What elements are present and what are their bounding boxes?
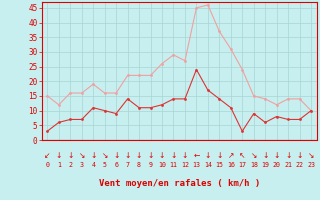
Text: 7: 7 <box>125 162 130 168</box>
Text: ↓: ↓ <box>205 151 211 160</box>
Text: 0: 0 <box>45 162 49 168</box>
Text: 16: 16 <box>227 162 235 168</box>
Text: ↓: ↓ <box>147 151 154 160</box>
Text: ↓: ↓ <box>67 151 74 160</box>
Text: ←: ← <box>193 151 200 160</box>
Text: ↙: ↙ <box>44 151 51 160</box>
Text: 5: 5 <box>103 162 107 168</box>
Text: ↓: ↓ <box>285 151 291 160</box>
Text: 15: 15 <box>215 162 223 168</box>
Text: ↓: ↓ <box>182 151 188 160</box>
Text: 2: 2 <box>68 162 72 168</box>
Text: 22: 22 <box>296 162 304 168</box>
Text: 12: 12 <box>181 162 189 168</box>
Text: ↓: ↓ <box>90 151 96 160</box>
Text: 1: 1 <box>57 162 61 168</box>
Text: 8: 8 <box>137 162 141 168</box>
Text: 17: 17 <box>238 162 246 168</box>
Text: ↓: ↓ <box>262 151 268 160</box>
Text: ↓: ↓ <box>159 151 165 160</box>
Text: ↖: ↖ <box>239 151 245 160</box>
Text: 14: 14 <box>204 162 212 168</box>
Text: ↓: ↓ <box>216 151 222 160</box>
Text: ↓: ↓ <box>56 151 62 160</box>
Text: ↓: ↓ <box>274 151 280 160</box>
Text: ↓: ↓ <box>136 151 142 160</box>
Text: 23: 23 <box>307 162 315 168</box>
Text: 3: 3 <box>80 162 84 168</box>
Text: ↓: ↓ <box>296 151 303 160</box>
Text: 11: 11 <box>170 162 178 168</box>
Text: ↘: ↘ <box>251 151 257 160</box>
Text: 20: 20 <box>273 162 281 168</box>
Text: 19: 19 <box>261 162 269 168</box>
Text: ↘: ↘ <box>101 151 108 160</box>
Text: ↓: ↓ <box>170 151 177 160</box>
Text: 18: 18 <box>250 162 258 168</box>
Text: 21: 21 <box>284 162 292 168</box>
Text: ↘: ↘ <box>308 151 314 160</box>
Text: 9: 9 <box>148 162 153 168</box>
Text: Vent moyen/en rafales ( km/h ): Vent moyen/en rafales ( km/h ) <box>99 179 260 188</box>
Text: ↓: ↓ <box>113 151 119 160</box>
Text: 4: 4 <box>91 162 95 168</box>
Text: ↘: ↘ <box>78 151 85 160</box>
Text: ↓: ↓ <box>124 151 131 160</box>
Text: 13: 13 <box>192 162 200 168</box>
Text: 6: 6 <box>114 162 118 168</box>
Text: 10: 10 <box>158 162 166 168</box>
Text: ↗: ↗ <box>228 151 234 160</box>
